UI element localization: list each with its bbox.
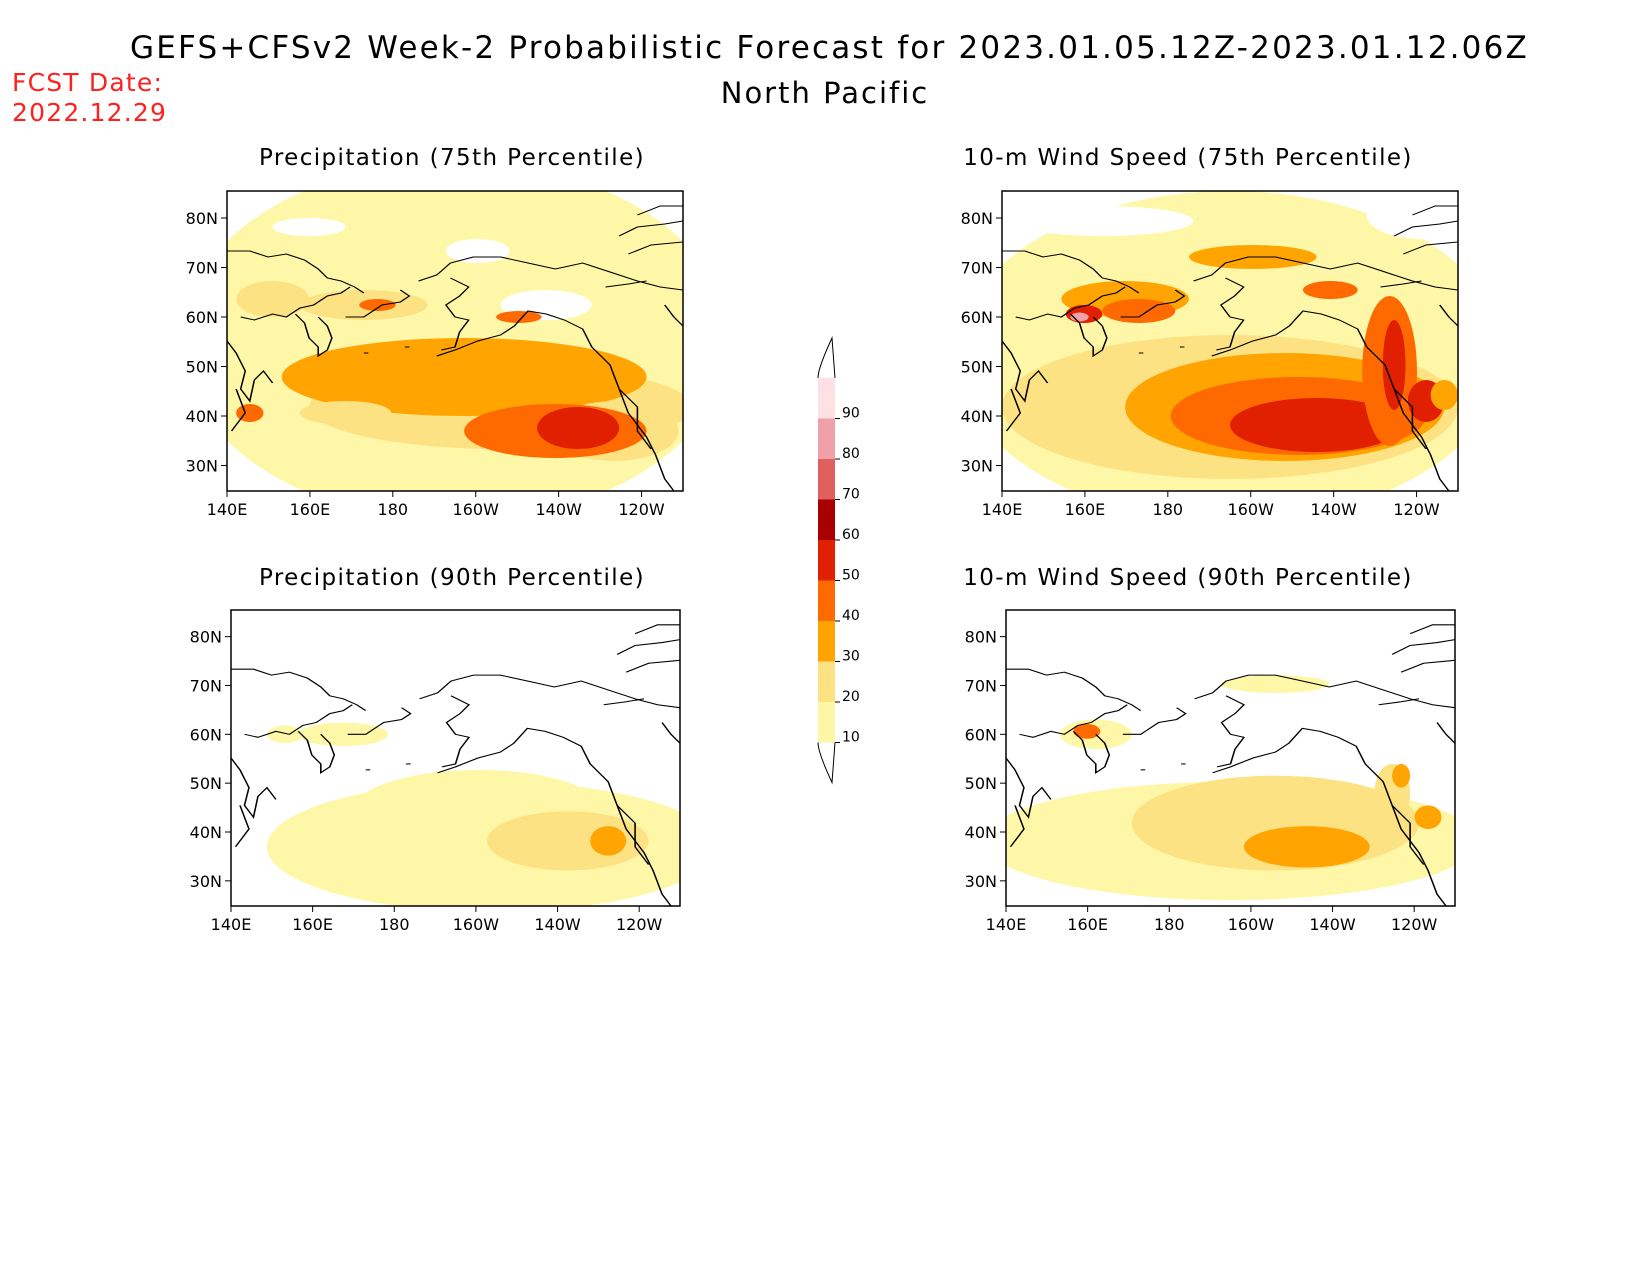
lat-tick-label: 80N xyxy=(186,209,218,228)
main-title: GEFS+CFSv2 Week-2 Probabilistic Forecast… xyxy=(130,30,1529,66)
lon-tick-label: 120W xyxy=(1393,500,1440,519)
panel-title-precip-90: Precipitation (90th Percentile) xyxy=(258,565,646,591)
lat-tick-label: 40N xyxy=(965,823,997,842)
lon-tick-label: 140E xyxy=(211,915,252,934)
lon-tick-label: 140E xyxy=(207,500,248,519)
colorbar-level-label: 90 xyxy=(842,406,860,422)
lon-tick-label: 140E xyxy=(986,915,1027,934)
lat-tick-label: 50N xyxy=(190,774,222,793)
lat-tick-label: 70N xyxy=(186,259,218,278)
lat-tick-label: 40N xyxy=(961,407,993,426)
fcst-date-label: FCST Date: xyxy=(12,68,164,97)
fcst-date-value: 2022.12.29 xyxy=(12,98,168,127)
map-panel-precip-75: 140E 160E 180 160W 140W 120W 80N 70N 60N 50N 40N 30… xyxy=(186,190,684,519)
colorbar-level-label: 60 xyxy=(842,527,860,543)
colorbar-level-label: 70 xyxy=(842,487,860,503)
lon-tick-label: 160E xyxy=(290,500,331,519)
colorbar-level-label: 80 xyxy=(842,446,860,462)
lon-tick-label: 140W xyxy=(534,915,581,934)
lon-tick-label: 160E xyxy=(1065,500,1106,519)
lon-tick-label: 160E xyxy=(292,915,333,934)
lon-tick-label: 160W xyxy=(1228,915,1275,934)
colorbar-level-label: 50 xyxy=(842,568,860,584)
shaded-field-precip-90 xyxy=(231,610,680,906)
colorbar-level-label: 40 xyxy=(842,608,860,624)
colorbar-level-label: 10 xyxy=(842,730,860,746)
map-frame-precip-75 xyxy=(226,190,684,492)
lat-tick-label: 60N xyxy=(190,725,222,744)
colorbar: 10 20 30 40 50 60 70 80 90 xyxy=(817,336,860,785)
map-panel-wind-75: 140E 160E 180 160W 140W 120W 80N 70N 60N 50N 40N 30… xyxy=(961,190,1459,519)
lat-tick-label: 50N xyxy=(961,358,993,377)
colorbar-swatch xyxy=(818,661,835,702)
panel-title-wind-75: 10-m Wind Speed (75th Percentile) xyxy=(963,145,1413,171)
lat-tick-label: 30N xyxy=(961,457,993,476)
shaded-field-precip-75 xyxy=(227,191,683,491)
lon-tick-label: 120W xyxy=(616,915,663,934)
lat-tick-label: 60N xyxy=(961,308,993,327)
fcst-date-block: FCST Date: 2022.12.29 xyxy=(12,68,167,128)
lon-tick-label: 120W xyxy=(618,500,665,519)
lon-tick-label: 140E xyxy=(982,500,1023,519)
lon-tick-label: 140W xyxy=(535,500,582,519)
map-frame-wind-75 xyxy=(1001,190,1459,492)
map-panel-wind-90: 140E 160E 180 160W 140W 120W 80N 70N 60N 50N 40N 30… xyxy=(965,609,1456,934)
map-frame-precip-90 xyxy=(230,609,681,907)
lon-tick-label: 180 xyxy=(1153,500,1184,519)
shaded-field-wind-75 xyxy=(1002,191,1458,491)
colorbar-swatch xyxy=(818,621,835,662)
lat-tick-label: 60N xyxy=(965,725,997,744)
map-panel-precip-90: 140E 160E 180 160W 140W 120W 80N 70N 60N 50N 40N 30… xyxy=(190,609,681,934)
lon-tick-label: 180 xyxy=(379,915,410,934)
colorbar-swatch xyxy=(818,580,835,621)
lon-tick-label: 180 xyxy=(1154,915,1185,934)
lat-tick-label: 80N xyxy=(965,628,997,647)
lat-tick-label: 50N xyxy=(186,358,218,377)
region-subtitle: North Pacific xyxy=(720,76,930,110)
panel-title-wind-90: 10-m Wind Speed (90th Percentile) xyxy=(963,565,1413,591)
lat-tick-label: 60N xyxy=(186,308,218,327)
lat-tick-label: 80N xyxy=(190,628,222,647)
lon-tick-label: 160W xyxy=(453,915,500,934)
lat-tick-label: 70N xyxy=(190,676,222,695)
shaded-field-wind-90 xyxy=(1006,610,1455,906)
lon-tick-label: 140W xyxy=(1310,500,1357,519)
lat-tick-label: 30N xyxy=(965,872,997,891)
lat-tick-label: 40N xyxy=(190,823,222,842)
lat-tick-label: 70N xyxy=(965,676,997,695)
colorbar-swatch xyxy=(818,418,835,459)
colorbar-swatch xyxy=(818,702,835,743)
panel-title-precip-75: Precipitation (75th Percentile) xyxy=(258,145,646,171)
lat-tick-label: 80N xyxy=(961,209,993,228)
lon-tick-label: 160W xyxy=(1228,500,1275,519)
lat-tick-label: 70N xyxy=(961,259,993,278)
colorbar-level-label: 30 xyxy=(842,649,860,665)
lon-tick-label: 160W xyxy=(453,500,500,519)
colorbar-level-label: 20 xyxy=(842,689,860,705)
colorbar-swatch xyxy=(818,459,835,500)
colorbar-swatch xyxy=(818,499,835,540)
lat-tick-label: 30N xyxy=(186,457,218,476)
lon-tick-label: 160E xyxy=(1067,915,1108,934)
lat-tick-label: 40N xyxy=(186,407,218,426)
lat-tick-label: 50N xyxy=(965,774,997,793)
lat-tick-label: 30N xyxy=(190,872,222,891)
lon-tick-label: 120W xyxy=(1391,915,1438,934)
colorbar-swatch xyxy=(818,540,835,581)
lon-tick-label: 140W xyxy=(1309,915,1356,934)
map-frame-wind-90 xyxy=(1005,609,1456,907)
lon-tick-label: 180 xyxy=(378,500,409,519)
colorbar-swatch xyxy=(818,378,835,419)
